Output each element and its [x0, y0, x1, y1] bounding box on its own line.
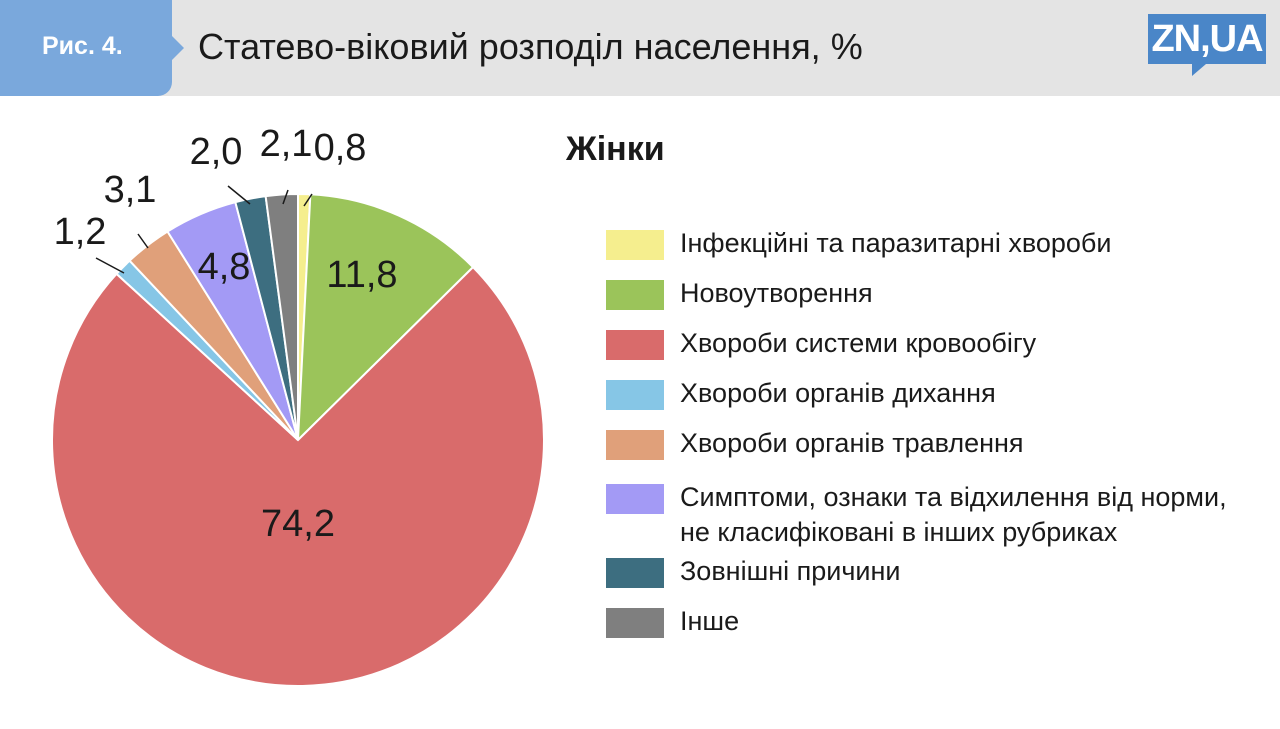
data-label: 3,1 [104, 169, 157, 211]
leader-line [303, 193, 313, 207]
pie-slice [51, 265, 545, 687]
leader-line [227, 185, 251, 205]
pie-slice [296, 193, 475, 443]
data-label: 74,2 [261, 503, 335, 545]
leader-line [95, 257, 125, 274]
legend-swatch [606, 280, 664, 310]
legend-swatch [606, 380, 664, 410]
legend-swatch [606, 608, 664, 638]
legend-label: Зовнішні причини [680, 556, 901, 586]
chart-title: Жінки [566, 130, 665, 168]
page-title: Статево-віковий розподіл населення, % [198, 26, 863, 67]
figure-badge: Рис. 4. [0, 0, 184, 96]
data-label: 1,2 [54, 211, 107, 253]
legend-swatch [606, 558, 664, 588]
legend-swatch [606, 484, 664, 514]
legend-label: Хвороби органів дихання [680, 378, 996, 408]
data-label: 2,0 [190, 131, 243, 173]
data-label: 0,8 [314, 127, 367, 169]
legend-label: Хвороби органів травлення [680, 428, 1024, 458]
legend-swatch [606, 330, 664, 360]
legend-label: Новоутворення [680, 278, 873, 308]
legend-swatch [606, 430, 664, 460]
data-label: 4,8 [198, 246, 251, 288]
zn-ua-logo: ZN,UA [1148, 14, 1266, 76]
legend-label: Інфекційні та паразитарні хвороби [680, 228, 1112, 258]
pie-chart: 0,8 11,8 74,2 1,23,1 4,8 2,0 2,1 [51, 123, 545, 687]
leader-line [282, 189, 289, 205]
legend-swatch [606, 230, 664, 260]
leader-line [137, 233, 149, 249]
legend-label: Хвороби системи кровообігу [680, 328, 1037, 358]
header-bar: Рис. 4. Статево-віковий розподіл населен… [0, 0, 1280, 96]
logo-text: ZN,UA [1151, 18, 1263, 60]
figure-label: Рис. 4. [42, 32, 123, 60]
pie-slice [264, 192, 299, 441]
legend-label: Симптоми, ознаки та відхилення від норми… [680, 482, 1227, 547]
legend-label: Інше [680, 606, 740, 636]
data-label: 11,8 [326, 254, 397, 296]
data-label: 2,1 [260, 123, 313, 165]
